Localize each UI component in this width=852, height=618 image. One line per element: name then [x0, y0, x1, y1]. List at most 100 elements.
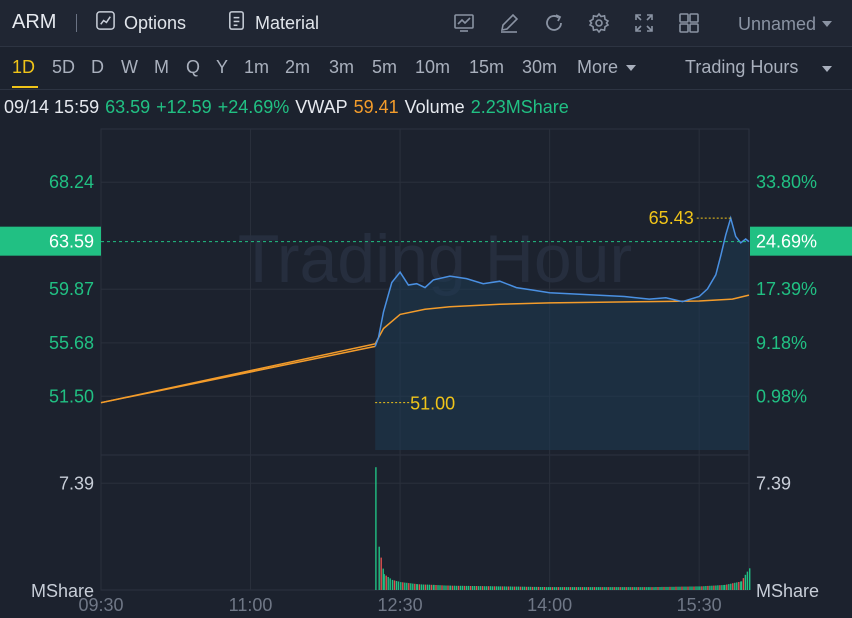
volume-bar	[445, 585, 447, 590]
volume-bar	[561, 587, 563, 590]
grid-layout-icon[interactable]	[678, 12, 700, 34]
volume-bar	[724, 584, 726, 590]
volume-bar	[511, 586, 514, 590]
x-tick-label: 09:30	[78, 595, 123, 615]
volume-bar	[665, 586, 667, 590]
volume-bar	[535, 586, 538, 590]
volume-bar	[691, 586, 693, 590]
tab-period-30m[interactable]: 30m	[522, 57, 558, 77]
volume-bar	[400, 582, 402, 590]
chevron-down-icon	[822, 21, 832, 27]
volume-bar	[383, 574, 385, 590]
volume-bar	[428, 584, 431, 590]
volume-bar	[633, 587, 635, 590]
ticker-symbol[interactable]: ARM	[12, 11, 57, 33]
volume-bar	[607, 587, 609, 590]
volume-bar	[621, 587, 623, 590]
volume-bar	[547, 587, 550, 590]
volume-bar	[579, 587, 581, 590]
options-button[interactable]: Options	[95, 11, 186, 34]
y-tick-label-pct: 0.98%	[756, 386, 807, 406]
more-chevron-down-icon	[626, 65, 636, 71]
tab-period-3m[interactable]: 3m	[329, 57, 355, 77]
volume-bar	[539, 587, 542, 590]
volume-bar	[651, 587, 653, 590]
tab-period-1m[interactable]: 1m	[244, 57, 270, 77]
price-line	[374, 215, 750, 347]
volume-bar	[667, 586, 669, 590]
volume-bar	[412, 583, 414, 590]
volume-bar	[569, 587, 571, 590]
volume-bar	[529, 586, 532, 590]
volume-bar	[643, 587, 645, 590]
settings-gear-icon[interactable]	[588, 12, 610, 34]
tab-period-5m[interactable]: 5m	[372, 57, 398, 77]
volume-bar	[545, 587, 548, 590]
volume-bar	[533, 586, 536, 590]
tab-period-more[interactable]: More	[577, 57, 619, 77]
volume-bar	[587, 587, 589, 590]
volume-bar	[424, 584, 427, 590]
material-button[interactable]: Material	[226, 11, 319, 34]
tab-period-10m[interactable]: 10m	[415, 57, 451, 77]
tab-period-week[interactable]: W	[121, 57, 138, 77]
y-tick-label-pct: 33.80%	[756, 172, 817, 192]
volume-bar	[575, 587, 577, 590]
volume-bar	[549, 587, 551, 590]
volume-bar	[713, 585, 715, 590]
volume-bar	[557, 587, 559, 590]
volume-bar	[639, 587, 641, 590]
volume-bar	[499, 586, 502, 590]
volume-bar	[461, 585, 464, 590]
session-selector[interactable]: Trading Hours	[685, 57, 799, 77]
volume-bar	[497, 586, 500, 590]
y-tick-label-price: 59.87	[49, 279, 94, 299]
layout-selector[interactable]: Unnamed	[738, 14, 832, 35]
volume-bar	[723, 585, 725, 590]
tab-period-5d[interactable]: 5D	[52, 57, 76, 77]
y-tick-label-price: 51.50	[49, 386, 94, 406]
volume-bar	[471, 586, 474, 590]
volume-bar	[699, 586, 701, 590]
volume-bar	[505, 586, 508, 590]
volume-bar	[416, 584, 419, 590]
tab-period-day[interactable]: D	[91, 57, 104, 77]
volume-bar	[426, 584, 429, 590]
volume-bar	[493, 586, 496, 590]
volume-bar	[744, 574, 747, 590]
refresh-icon[interactable]	[543, 12, 565, 34]
y-tick-label-pct: 17.39%	[756, 279, 817, 299]
vwap-value: 59.41	[353, 97, 399, 117]
tab-period-quarter[interactable]: Q	[186, 57, 201, 77]
volume-bar	[615, 587, 617, 590]
volume-bar	[742, 578, 745, 590]
active-tab-indicator	[12, 86, 38, 88]
draw-pen-icon[interactable]	[498, 12, 520, 34]
volume-bar	[583, 587, 585, 590]
volume-bar	[541, 587, 544, 590]
tab-period-year[interactable]: Y	[216, 57, 229, 77]
tab-period-2m[interactable]: 2m	[285, 57, 311, 77]
volume-bar	[705, 586, 707, 590]
volume-bar	[637, 587, 639, 590]
volume-bar	[597, 587, 599, 590]
volume-bar	[479, 586, 482, 590]
chart-type-icon[interactable]	[453, 12, 475, 34]
volume-bar	[513, 586, 516, 590]
volume-bar	[585, 587, 587, 590]
volume-bar	[487, 586, 490, 590]
volume-bar	[439, 585, 441, 590]
tab-period-month[interactable]: M	[154, 57, 169, 77]
volume-bar	[619, 587, 621, 590]
volume-bar	[671, 586, 673, 590]
volume-bar	[453, 585, 456, 590]
fullscreen-expand-icon[interactable]	[633, 12, 655, 34]
tab-period-15m[interactable]: 15m	[469, 57, 505, 77]
volume-bar	[543, 587, 546, 590]
volume-bar	[519, 586, 522, 590]
current-price-tag-label: 63.59	[49, 232, 94, 252]
tab-period-1d[interactable]: 1D	[12, 57, 36, 77]
volume-bar	[595, 587, 597, 590]
volume-bar	[589, 587, 591, 590]
